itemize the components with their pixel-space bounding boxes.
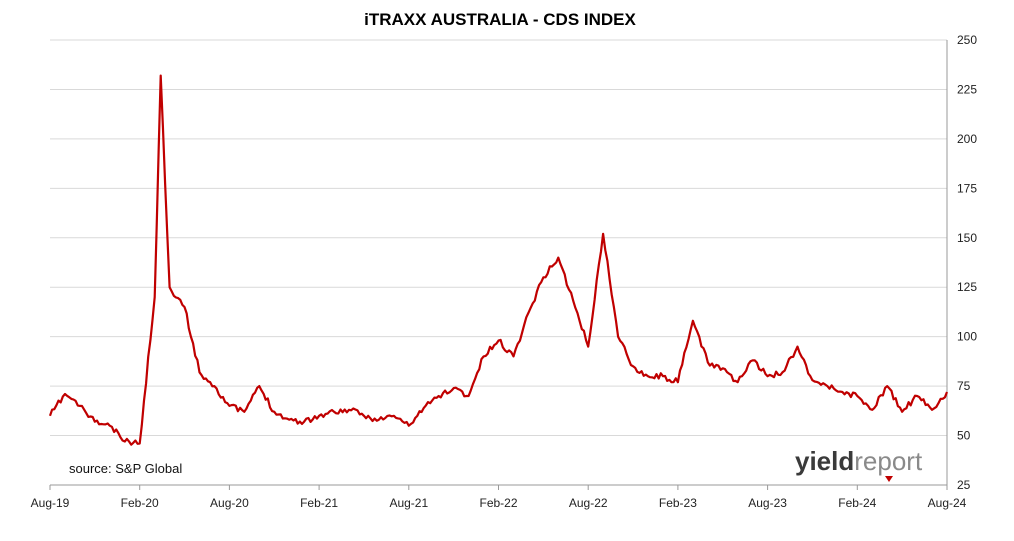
svg-text:yieldreport: yieldreport	[795, 446, 923, 476]
y-axis-ticks: 25 50 75 100 125 150 175 200 225 250	[957, 33, 977, 492]
x-tick-label: Feb-21	[300, 496, 338, 510]
y-tick-label: 100	[957, 330, 977, 344]
chart-title: iTRAXX AUSTRALIA - CDS INDEX	[364, 10, 636, 29]
y-tick-label: 150	[957, 231, 977, 245]
source-note: source: S&P Global	[69, 461, 182, 476]
x-tick-label: Aug-23	[748, 496, 787, 510]
x-tick-label: Aug-24	[928, 496, 967, 510]
x-tick-label: Aug-21	[389, 496, 428, 510]
y-tick-label: 200	[957, 132, 977, 146]
y-tick-label: 25	[957, 478, 971, 492]
x-tick-label: Aug-20	[210, 496, 249, 510]
x-tick-label: Feb-23	[659, 496, 697, 510]
x-tick-label: Feb-22	[479, 496, 517, 510]
y-tick-label: 125	[957, 280, 977, 294]
y-tick-label: 75	[957, 379, 971, 393]
series-line	[48, 74, 949, 446]
logo-yield: yield	[795, 446, 854, 476]
gridlines	[50, 39, 947, 437]
y-tick-label: 50	[957, 429, 971, 443]
logo-report: report	[854, 446, 923, 476]
y-tick-label: 225	[957, 82, 977, 96]
logo-triangle	[885, 476, 893, 482]
x-tick-label: Feb-20	[121, 496, 159, 510]
y-tick-label: 250	[957, 33, 977, 47]
x-tick-label: Aug-19	[31, 496, 70, 510]
x-tick-label: Feb-24	[838, 496, 876, 510]
yieldreport-logo: yieldreport	[795, 446, 923, 482]
x-axis-ticks: Aug-19 Feb-20 Aug-20 Feb-21 Aug-21 Feb-22 Aug-…	[31, 485, 967, 510]
y-tick-label: 175	[957, 181, 977, 195]
x-tick-label: Aug-22	[569, 496, 608, 510]
